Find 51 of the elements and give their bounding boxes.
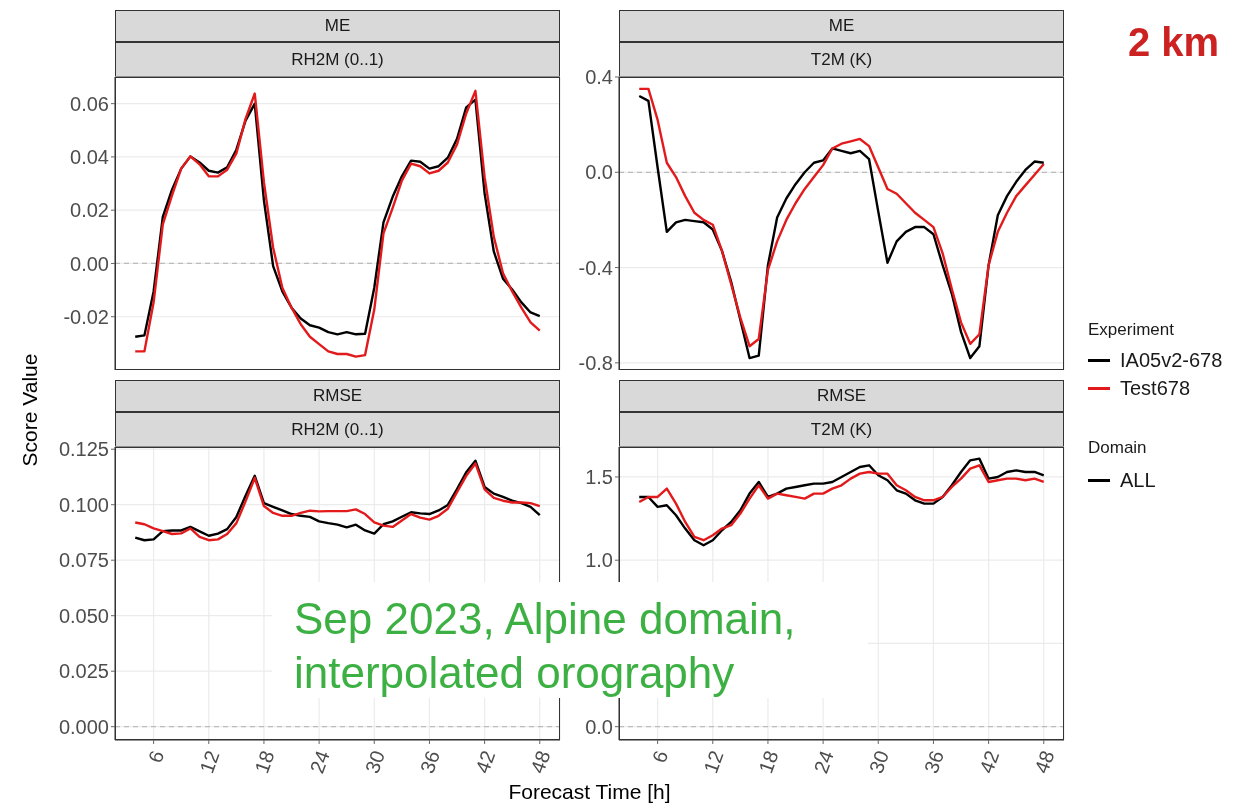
y-tick-label: 0.0 [585, 715, 613, 738]
legend-label: IA05v2-678 [1120, 348, 1223, 372]
chart-title: ME [619, 10, 1064, 42]
y-tick-label: 0.0 [585, 161, 613, 184]
x-tick-label: 6 [647, 747, 673, 766]
annotation: Sep 2023, Alpine domain, interpolated orography [272, 582, 868, 698]
y-tick-label: 0.000 [58, 715, 109, 738]
y-axis-title: Score Value [18, 353, 42, 467]
y-tick-label: 0.075 [58, 549, 109, 572]
legend-label: Test678 [1120, 376, 1191, 400]
y-tick-label: 0.125 [58, 438, 109, 461]
x-tick-label: 42 [975, 747, 1004, 777]
x-tick-label: 42 [471, 747, 500, 777]
x-tick-label: 24 [809, 747, 838, 777]
x-tick-label: 30 [360, 747, 389, 777]
chart-subtitle: T2M (K) [619, 42, 1064, 77]
y-tick-label: 0.04 [70, 146, 109, 169]
y-tick-label: -0.02 [63, 305, 109, 328]
chart-subtitle: RH2M (0..1) [115, 42, 560, 77]
chart-title: ME [115, 10, 560, 42]
x-tick-label: 12 [195, 747, 224, 777]
y-tick-label: 0.100 [58, 493, 109, 516]
chart-subtitle: RH2M (0..1) [115, 412, 560, 447]
chart-subtitle: T2M (K) [619, 412, 1064, 447]
x-tick-label: 6 [143, 747, 169, 766]
text: Domain [1088, 438, 1147, 458]
text: ALL [1120, 468, 1156, 492]
y-tick-label: -0.8 [578, 351, 613, 374]
y-tick-label: 0.025 [58, 660, 109, 683]
chart-title: RMSE [619, 380, 1064, 412]
x-tick-label: 12 [699, 747, 728, 777]
y-tick-label: 0.050 [58, 604, 109, 627]
x-axis-title: Forecast Time [h] [507, 780, 672, 804]
legend-title: Experiment [1088, 320, 1175, 340]
y-tick-label: 0.00 [70, 252, 109, 275]
chart-title: RMSE [115, 380, 560, 412]
y-tick-label: 0.02 [70, 199, 109, 222]
y-tick-label: 1.5 [585, 466, 613, 489]
x-tick-label: 18 [754, 747, 783, 777]
x-tick-label: 48 [526, 747, 555, 777]
text: 2 km [1128, 20, 1220, 65]
x-tick-label: 48 [1030, 747, 1059, 777]
y-tick-label: 0.06 [70, 92, 109, 115]
x-tick-label: 18 [250, 747, 279, 777]
x-tick-label: 24 [305, 747, 334, 777]
x-tick-label: 36 [415, 747, 445, 777]
y-tick-label: 0.4 [585, 66, 613, 89]
y-tick-label: 1.0 [585, 549, 613, 572]
y-tick-label: -0.4 [578, 256, 613, 279]
x-tick-label: 36 [919, 747, 949, 777]
x-tick-label: 30 [864, 747, 893, 777]
